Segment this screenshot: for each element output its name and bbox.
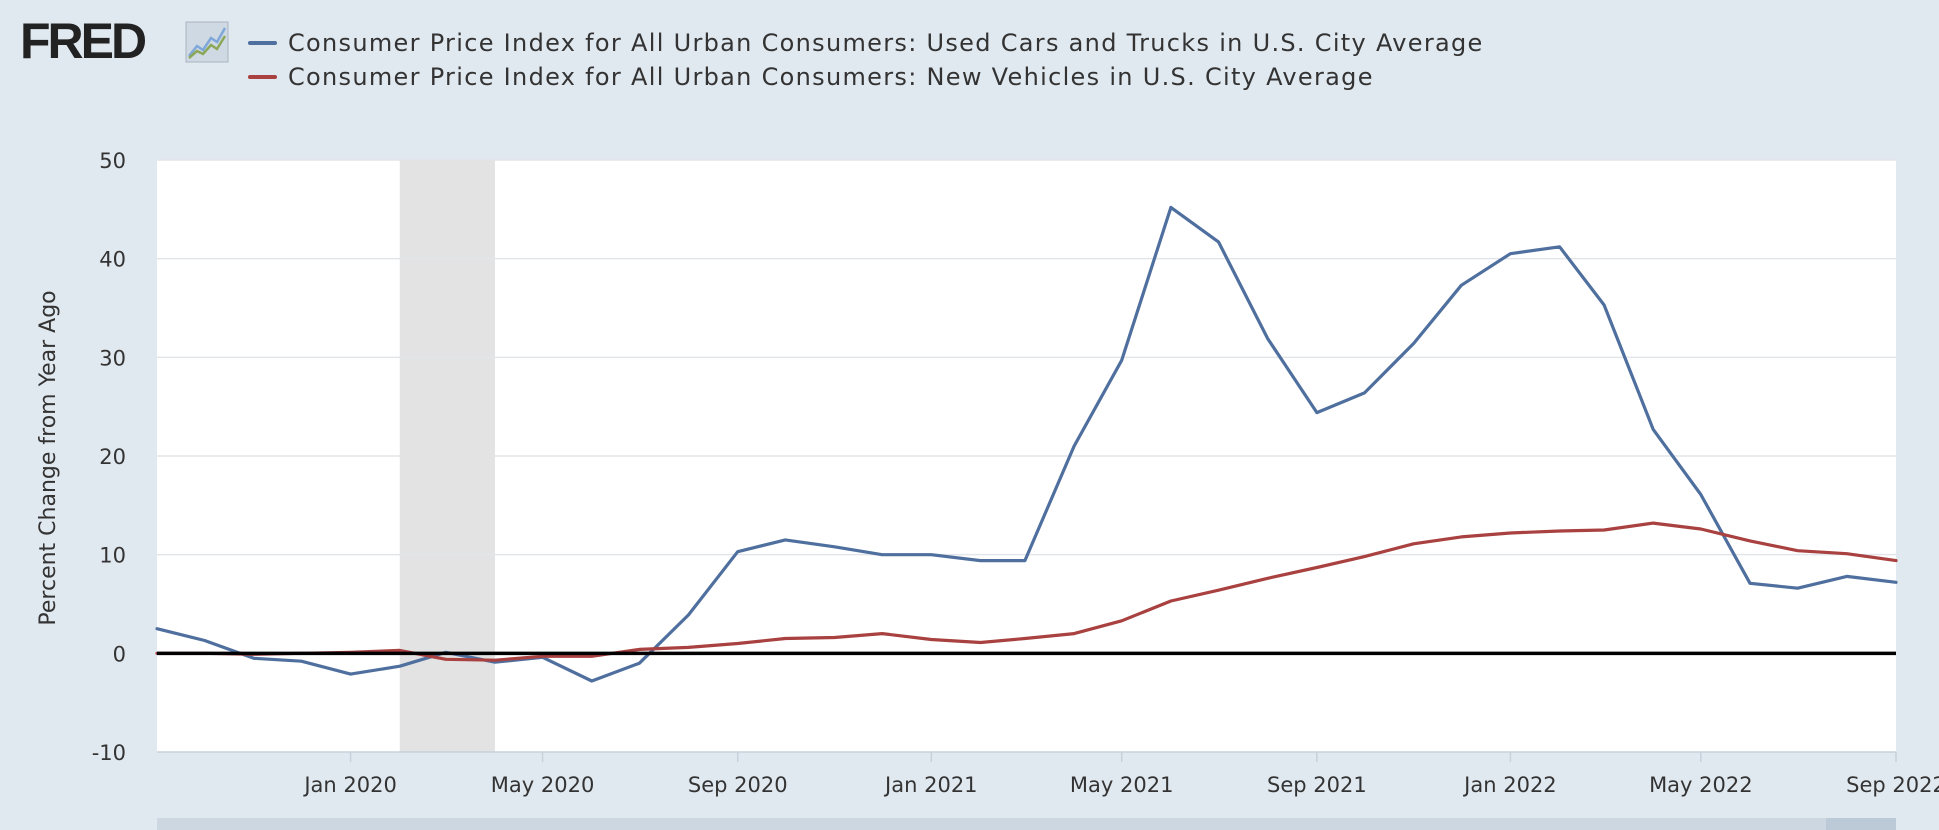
legend-label-new-vehicles: Consumer Price Index for All Urban Consu… — [288, 63, 1374, 91]
x-tick-label: May 2021 — [1070, 773, 1174, 797]
x-tick-label: Jan 2021 — [883, 773, 978, 797]
legend-item-used-cars[interactable]: Consumer Price Index for All Urban Consu… — [248, 26, 1484, 60]
y-tick-label: 30 — [99, 346, 126, 370]
x-tick-label: Sep 2021 — [1267, 773, 1367, 797]
legend-label-used-cars: Consumer Price Index for All Urban Consu… — [288, 29, 1484, 57]
legend-swatch-new-vehicles — [248, 75, 277, 79]
legend: Consumer Price Index for All Urban Consu… — [248, 26, 1484, 94]
y-tick-label: 20 — [99, 445, 126, 469]
y-tick-label: 50 — [99, 149, 126, 173]
y-axis-label: Percent Change from Year Ago — [36, 290, 61, 625]
legend-item-new-vehicles[interactable]: Consumer Price Index for All Urban Consu… — [248, 60, 1484, 94]
chart-logo-icon — [185, 21, 229, 63]
range-slider-track[interactable] — [157, 818, 1896, 830]
y-tick-label: 0 — [113, 642, 126, 666]
series-line-new-vehicles — [155, 521, 1898, 662]
x-tick-label: Jan 2020 — [302, 773, 397, 797]
range-slider-handle[interactable] — [1826, 818, 1896, 830]
x-tick-label: May 2022 — [1649, 773, 1753, 797]
x-tick-label: Jan 2022 — [1462, 773, 1557, 797]
x-tick-label: Sep 2022 — [1846, 773, 1939, 797]
y-tick-label: 10 — [99, 544, 126, 568]
x-tick-label: May 2020 — [491, 773, 595, 797]
fred-logo-text: FRED — [20, 13, 147, 69]
legend-swatch-used-cars — [248, 41, 277, 45]
x-tick-label: Sep 2020 — [688, 773, 788, 797]
range-slider[interactable] — [157, 818, 1896, 830]
y-tick-label: 40 — [99, 248, 126, 272]
fred-logo[interactable]: FRED — [20, 13, 232, 69]
y-tick-label: -10 — [92, 741, 126, 765]
